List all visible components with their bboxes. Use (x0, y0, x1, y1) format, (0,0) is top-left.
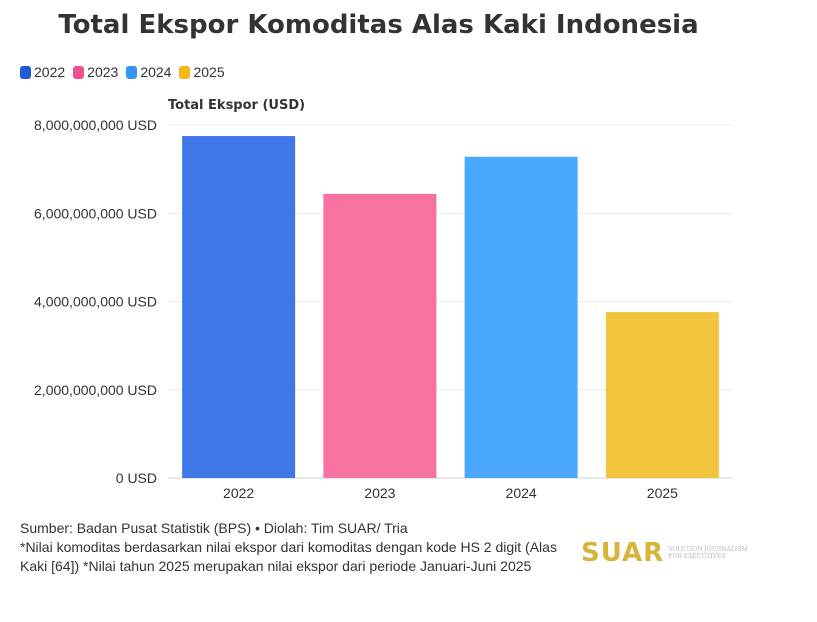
legend-label-2025: 2025 (193, 64, 225, 80)
y-tick-label: 0 USD (116, 470, 157, 486)
bars (182, 136, 719, 478)
legend-swatch-2022 (20, 65, 31, 79)
bar-2025[interactable] (605, 312, 719, 478)
y-axis-title: Total Ekspor (USD) (168, 98, 306, 113)
chart-title: Total Ekspor Komoditas Alas Kaki Indones… (58, 10, 699, 40)
footer: Sumber: Badan Pusat Statistik (BPS) • Di… (20, 519, 580, 576)
x-tick-label-2024: 2024 (506, 485, 537, 501)
suar-logo: SUAR SOLUTION JOURNALISM FOR EXECUTIVES (581, 538, 748, 568)
methodology-note: *Nilai komoditas berdasarkan nilai ekspo… (20, 539, 557, 574)
y-axis-ticks: 0 USD 2,000,000,000 USD 4,000,000,000 USD 6… (34, 117, 157, 486)
legend-label-2022: 2022 (34, 64, 66, 80)
legend-label-2024: 2024 (140, 64, 172, 80)
x-axis-ticks: 2022 2023 2024 2025 (223, 485, 678, 501)
legend-swatch-2025 (179, 65, 191, 79)
source-note: Sumber: Badan Pusat Statistik (BPS) • Di… (20, 520, 408, 536)
y-tick-label: 2,000,000,000 USD (34, 382, 157, 398)
logo-tagline: SOLUTION JOURNALISM FOR EXECUTIVES (668, 546, 748, 560)
x-tick-label-2025: 2025 (647, 485, 678, 501)
legend-item-2025[interactable]: 2025 (179, 64, 225, 80)
bar-2024[interactable] (464, 156, 578, 478)
legend-label-2023: 2023 (87, 64, 119, 80)
legend-item-2024[interactable]: 2024 (126, 64, 171, 80)
legend-item-2023[interactable]: 2023 (73, 64, 118, 80)
y-tick-label: 6,000,000,000 USD (34, 205, 157, 221)
y-tick-label: 4,000,000,000 USD (34, 294, 157, 310)
bar-2023[interactable] (323, 193, 437, 478)
legend-item-2022[interactable]: 2022 (20, 64, 65, 80)
x-tick-label-2023: 2023 (364, 485, 395, 501)
x-tick-label-2022: 2022 (223, 485, 254, 501)
legend-swatch-2024 (126, 65, 138, 79)
legend-swatch-2023 (73, 65, 85, 79)
bar-2022[interactable] (182, 136, 296, 478)
logo-wordmark: SUAR (581, 538, 665, 568)
legend: 2022 2023 2024 2025 (20, 64, 225, 80)
y-tick-label: 8,000,000,000 USD (34, 117, 157, 133)
